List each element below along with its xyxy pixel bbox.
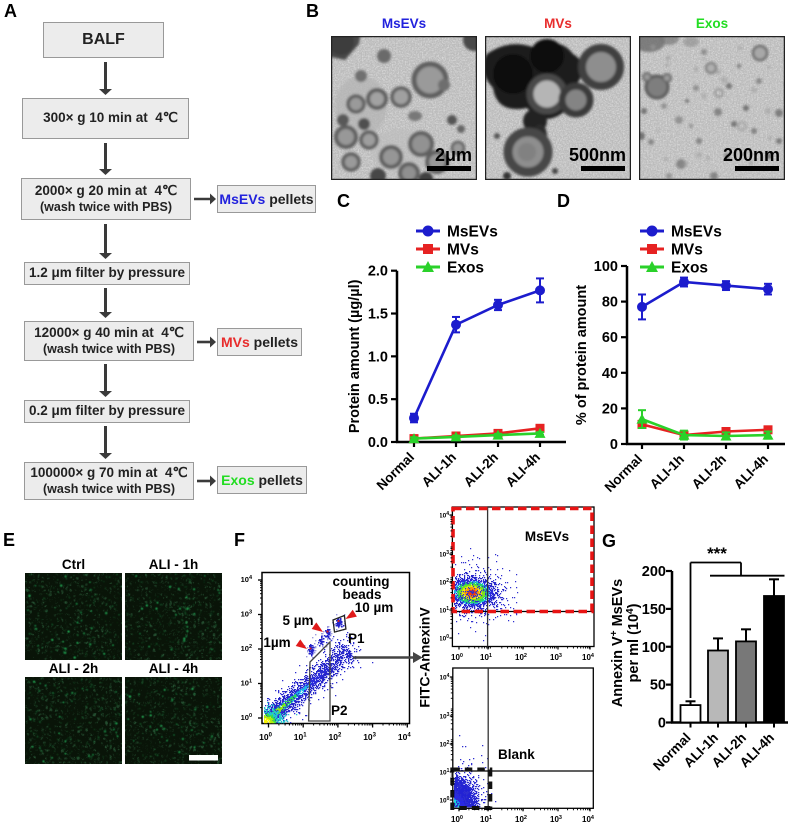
svg-text:103: 103 xyxy=(440,550,449,559)
svg-text:0: 0 xyxy=(610,437,618,453)
svg-text:100: 100 xyxy=(440,634,449,643)
svg-text:40: 40 xyxy=(602,366,618,382)
svg-text:Normal: Normal xyxy=(374,450,417,493)
svg-text:0: 0 xyxy=(658,716,666,732)
svg-text:20: 20 xyxy=(602,401,618,417)
svg-text:102: 102 xyxy=(328,732,341,742)
svg-text:100: 100 xyxy=(594,259,618,275)
svg-text:MsEVs: MsEVs xyxy=(447,224,498,241)
svg-text:ALI-1h: ALI-1h xyxy=(419,450,459,490)
svg-text:1.0: 1.0 xyxy=(368,349,388,365)
svg-text:104: 104 xyxy=(582,815,595,824)
svg-text:P1: P1 xyxy=(348,631,365,646)
svg-text:104: 104 xyxy=(440,511,449,520)
svg-text:200: 200 xyxy=(642,564,666,580)
svg-text:5 µm: 5 µm xyxy=(282,613,313,628)
svg-text:Blank: Blank xyxy=(498,747,535,762)
svg-text:Exos: Exos xyxy=(671,260,708,277)
svg-text:P2: P2 xyxy=(331,703,348,718)
svg-text:200nm: 200nm xyxy=(723,145,780,165)
svg-text:101: 101 xyxy=(440,768,450,777)
svg-text:Exos: Exos xyxy=(447,260,484,277)
svg-text:103: 103 xyxy=(363,732,376,742)
svg-text:MsEVs: MsEVs xyxy=(525,529,569,544)
svg-text:MsEVs: MsEVs xyxy=(671,224,722,241)
svg-text:150: 150 xyxy=(642,602,666,618)
svg-text:100: 100 xyxy=(642,640,666,656)
svg-text:1µm: 1µm xyxy=(263,635,290,650)
svg-text:2μm: 2μm xyxy=(435,145,472,165)
svg-text:0.0: 0.0 xyxy=(368,435,388,451)
svg-text:***: *** xyxy=(707,544,727,563)
svg-text:50: 50 xyxy=(650,678,666,694)
svg-text:Normal: Normal xyxy=(602,452,645,495)
svg-text:104: 104 xyxy=(582,653,595,662)
svg-text:100: 100 xyxy=(259,732,272,742)
svg-text:104: 104 xyxy=(241,575,253,584)
svg-text:100: 100 xyxy=(451,653,463,662)
svg-text:2.0: 2.0 xyxy=(368,264,388,280)
svg-text:102: 102 xyxy=(515,653,527,662)
svg-text:102: 102 xyxy=(440,578,449,587)
svg-text:MVs: MVs xyxy=(671,242,703,259)
svg-text:FITC-AnnexinV: FITC-AnnexinV xyxy=(417,607,433,708)
svg-text:104: 104 xyxy=(398,732,411,742)
svg-text:103: 103 xyxy=(550,815,562,824)
svg-text:103: 103 xyxy=(241,610,252,619)
svg-text:ALI-2h: ALI-2h xyxy=(689,452,729,492)
svg-text:101: 101 xyxy=(294,732,307,742)
svg-text:102: 102 xyxy=(241,644,252,653)
svg-text:beads: beads xyxy=(342,587,381,602)
svg-text:101: 101 xyxy=(241,679,252,688)
svg-text:102: 102 xyxy=(515,815,527,824)
svg-text:ALI-4h: ALI-4h xyxy=(731,452,771,492)
svg-text:100: 100 xyxy=(241,713,252,722)
svg-text:0.5: 0.5 xyxy=(368,392,388,408)
svg-text:101: 101 xyxy=(480,815,492,824)
svg-text:80: 80 xyxy=(602,295,618,311)
svg-text:500nm: 500nm xyxy=(569,145,626,165)
svg-text:101: 101 xyxy=(440,606,449,615)
svg-text:ALI-1h: ALI-1h xyxy=(647,452,687,492)
svg-text:103: 103 xyxy=(440,712,450,721)
svg-text:10 µm: 10 µm xyxy=(355,600,394,615)
svg-text:103: 103 xyxy=(550,653,562,662)
svg-text:% of protein amount: % of protein amount xyxy=(574,285,590,425)
svg-text:100: 100 xyxy=(440,796,450,805)
svg-text:60: 60 xyxy=(602,330,618,346)
svg-text:1.5: 1.5 xyxy=(368,307,388,323)
svg-text:101: 101 xyxy=(480,653,492,662)
svg-text:Annexin V+ MsEVs: Annexin V+ MsEVs xyxy=(609,579,626,707)
svg-text:102: 102 xyxy=(440,740,450,749)
svg-text:counting: counting xyxy=(333,574,390,589)
svg-text:MVs: MVs xyxy=(447,242,479,259)
svg-text:104: 104 xyxy=(440,673,450,682)
svg-text:ALI-2h: ALI-2h xyxy=(461,450,501,490)
svg-text:per ml (104): per ml (104) xyxy=(625,603,642,682)
svg-text:ALI-4h: ALI-4h xyxy=(503,450,543,490)
svg-text:100: 100 xyxy=(451,815,463,824)
svg-text:Protein amount (µg/µl): Protein amount (µg/µl) xyxy=(347,279,363,433)
